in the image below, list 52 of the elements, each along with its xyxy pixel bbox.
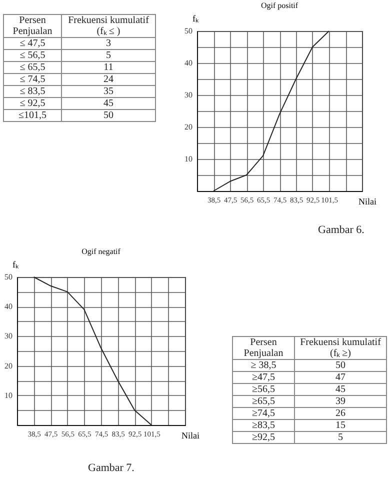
text: ≤ 83,5 bbox=[4, 86, 62, 98]
text: ≥47,5 bbox=[232, 372, 294, 384]
text: ≥56,5 bbox=[232, 384, 294, 396]
chart-title: Ogif positif bbox=[260, 1, 298, 10]
text: Frekuensi kumulatif (fₖ ≥) bbox=[294, 336, 386, 360]
y-tick-label: 10 bbox=[4, 390, 12, 400]
text: Persen Penjualan bbox=[4, 14, 62, 38]
y-axis-title: fₖ bbox=[192, 14, 200, 24]
y-tick-label: 20 bbox=[184, 122, 192, 132]
text: 50 bbox=[294, 360, 386, 372]
y-tick-label: 30 bbox=[184, 90, 192, 100]
line-series bbox=[213, 30, 330, 192]
text: 39 bbox=[294, 396, 386, 408]
x-axis-title: Nilai bbox=[358, 196, 377, 206]
text: 47 bbox=[294, 372, 386, 384]
x-axis-title: Nilai bbox=[182, 430, 200, 440]
y-tick-label: 40 bbox=[184, 58, 192, 68]
text: ≥74,5 bbox=[232, 408, 294, 420]
text: Persen Penjualan bbox=[232, 336, 294, 360]
text: 45 bbox=[294, 384, 386, 396]
y-tick-label: 20 bbox=[4, 361, 12, 370]
y-tick-label: 10 bbox=[184, 154, 192, 164]
text: Gambar 7. bbox=[88, 462, 134, 474]
y-tick-label: 50 bbox=[4, 272, 12, 282]
text: ≤ 47,5 bbox=[4, 38, 62, 50]
text: 45 bbox=[62, 98, 156, 110]
y-axis-title: fₖ bbox=[12, 260, 20, 270]
text: ≤ 92,5 bbox=[4, 98, 62, 110]
text: 50 bbox=[62, 110, 156, 122]
text: Frekuensi kumulatif (fₖ ≤ ) bbox=[62, 14, 156, 38]
text: ≤ 56,5 bbox=[4, 50, 62, 62]
text: ≥92,5 bbox=[232, 432, 294, 444]
text: 24 bbox=[62, 74, 156, 86]
text: Gambar 6. bbox=[318, 224, 364, 236]
text: ≤101,5 bbox=[4, 110, 62, 122]
text: 11 bbox=[62, 62, 156, 74]
text: 15 bbox=[294, 420, 386, 432]
text: 3 bbox=[62, 38, 156, 50]
text: ≥83,5 bbox=[232, 420, 294, 432]
text: ≥ 38,5 bbox=[232, 360, 294, 372]
text: ≤ 74,5 bbox=[4, 74, 62, 86]
text: 5 bbox=[294, 432, 386, 444]
text: 35 bbox=[62, 86, 156, 98]
y-tick-label: 50 bbox=[184, 26, 192, 36]
text: ≤ 65,5 bbox=[4, 62, 62, 74]
y-tick-label: 30 bbox=[4, 332, 12, 341]
text: ≥65,5 bbox=[232, 396, 294, 408]
chart-title: Ogif negatif bbox=[82, 247, 121, 256]
y-tick-label: 40 bbox=[4, 302, 12, 312]
text: 26 bbox=[294, 408, 386, 420]
line-series bbox=[33, 276, 152, 426]
text: 5 bbox=[62, 50, 156, 62]
